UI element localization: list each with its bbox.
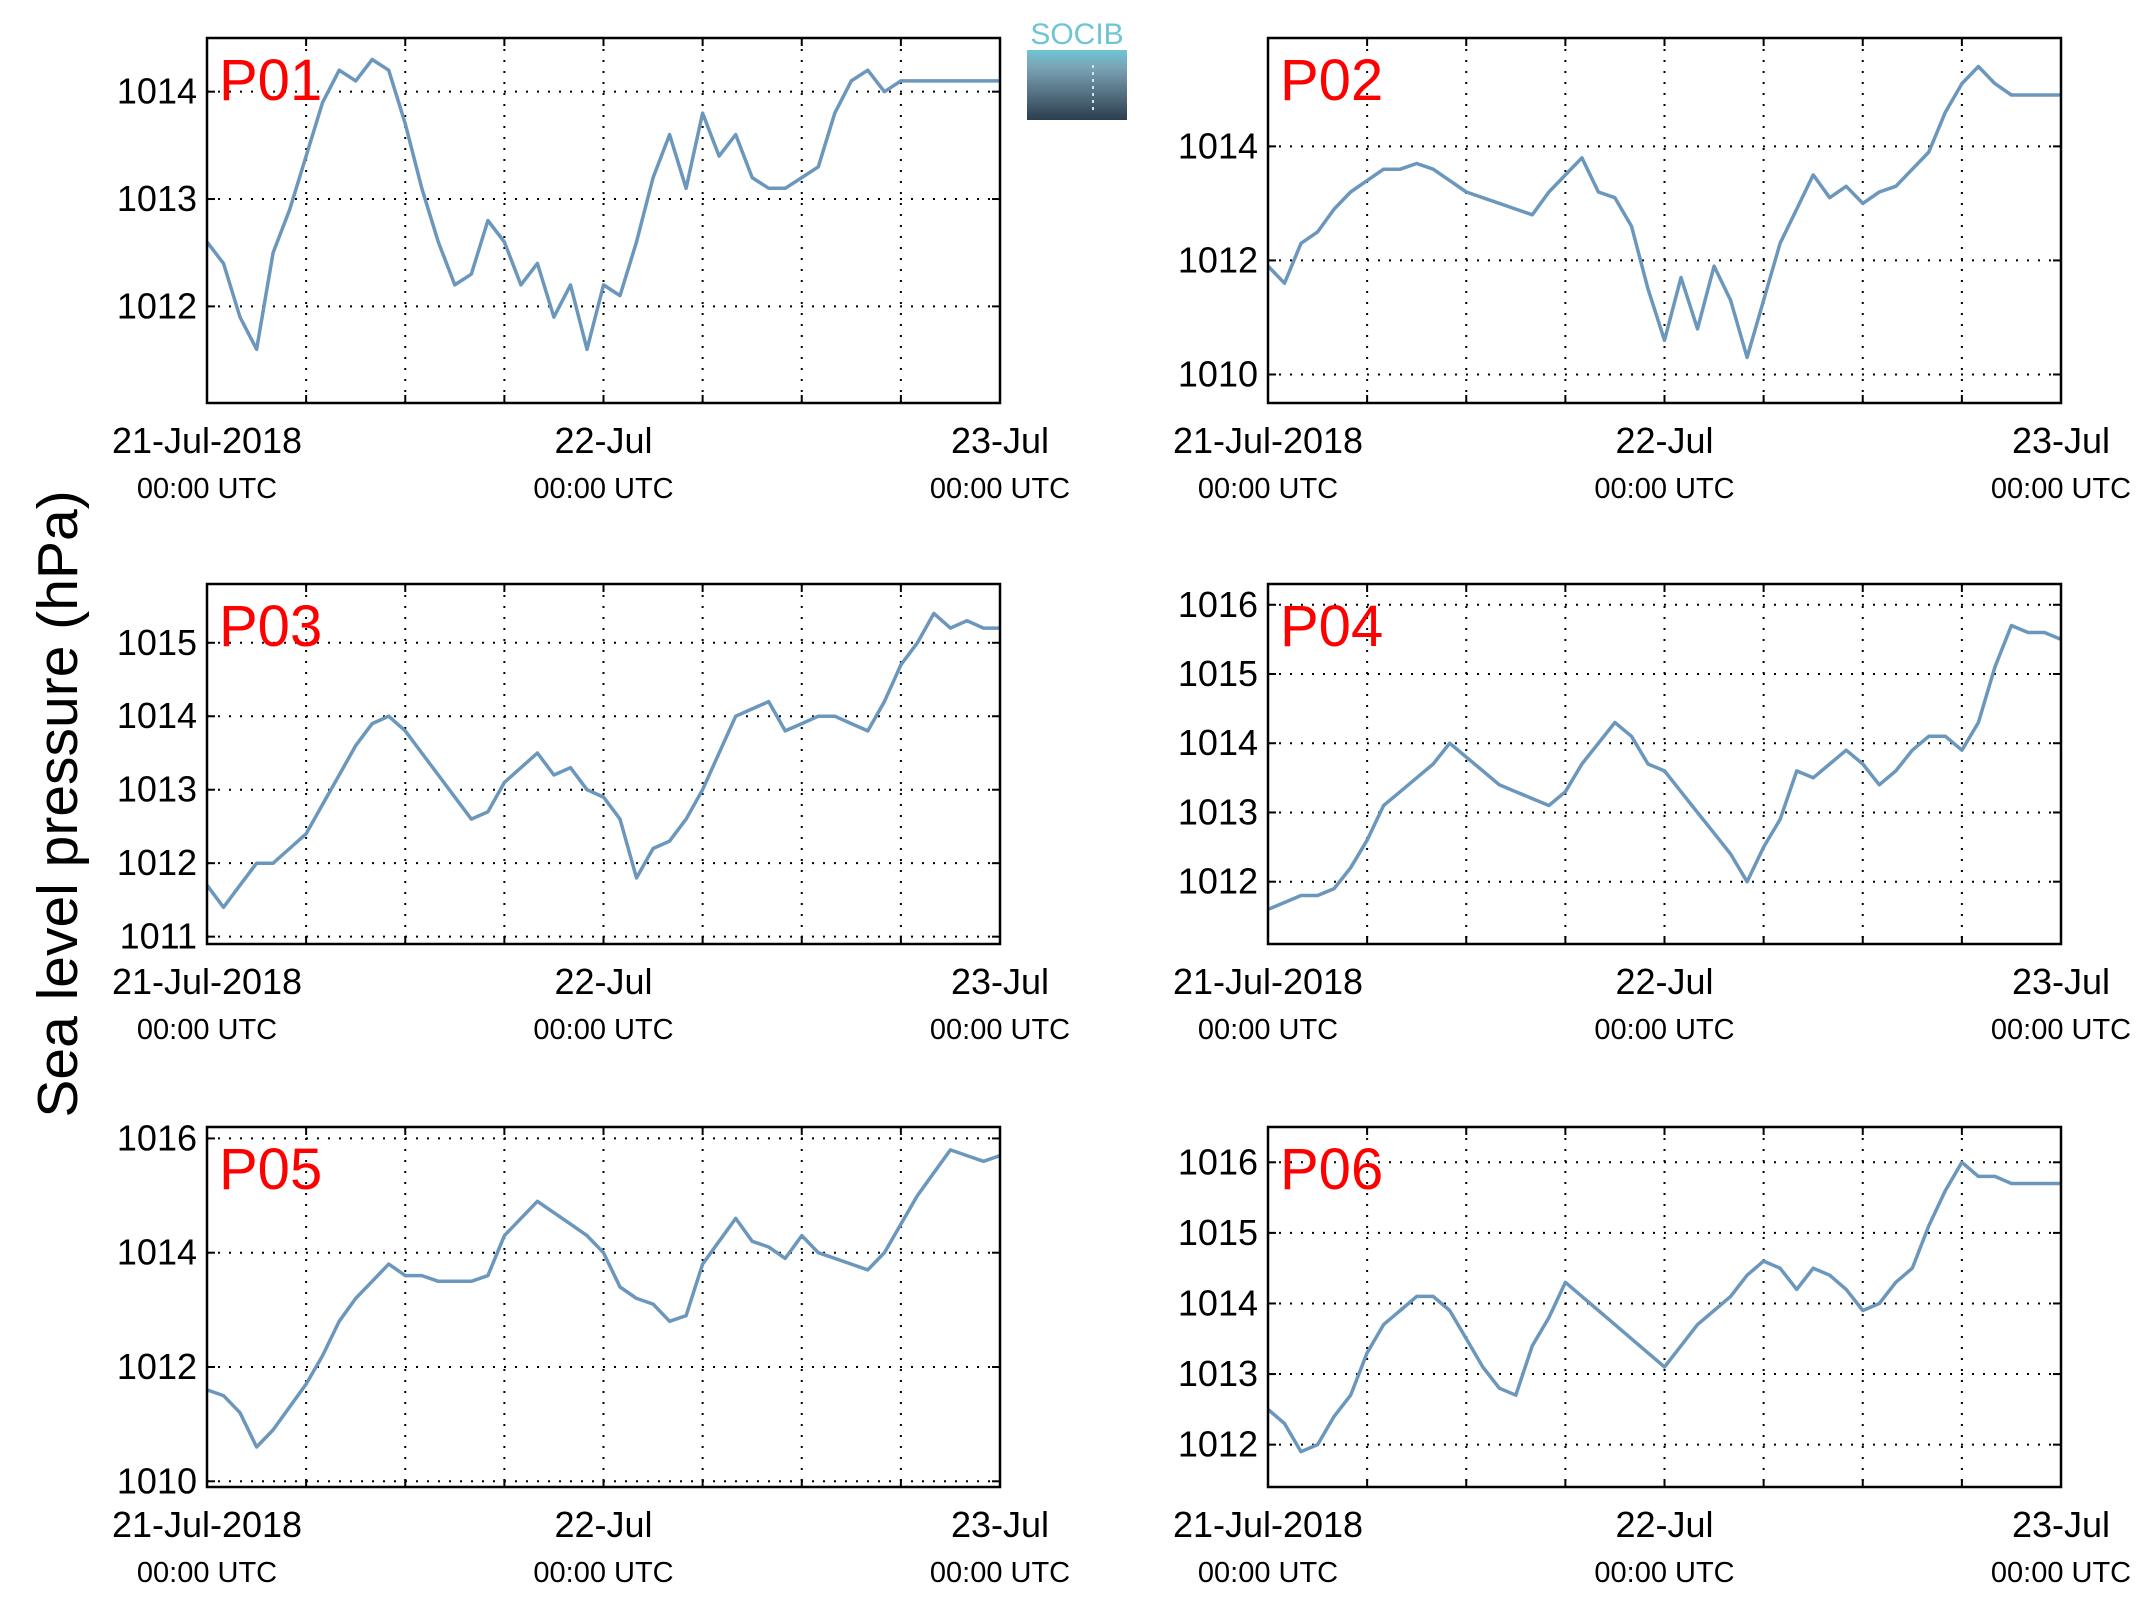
panel-p01: 1012 1013 1014 21-Jul-2018 00:00 UTC 22-Jul 00… [112, 36, 1070, 505]
pressure-series-line [1266, 1160, 2061, 1454]
x-tick-sublabel: 00:00 UTC [1594, 1014, 1734, 1046]
panel-p04: 1012 1013 1014 1015 1016 21-Jul-2018 00:00 UTC… [1173, 582, 2131, 1046]
station-label: P04 [1280, 594, 1383, 659]
pressure-series-line [1267, 623, 2062, 912]
plot-frame [205, 582, 1002, 946]
x-tick-sublabel: 00:00 UTC [137, 1557, 277, 1589]
socib-logo: SOCIB [1027, 18, 1127, 120]
pressure-series-line [1266, 64, 2061, 360]
pressure-series-line [206, 1148, 1001, 1449]
x-tick-sublabel: 00:00 UTC [533, 1014, 673, 1046]
x-tick-label: 21-Jul-2018 [1173, 420, 1363, 461]
pressure-series-line [205, 611, 1000, 910]
x-tick-label: 23-Jul [2012, 420, 2110, 461]
x-tick-label: 23-Jul [951, 961, 1049, 1002]
x-tick-label: 21-Jul-2018 [1173, 961, 1363, 1002]
plot-frame [1266, 36, 2063, 405]
pressure-series-line [205, 57, 1000, 352]
x-tick-sublabel: 00:00 UTC [1991, 1557, 2131, 1589]
y-tick-label: 1014 [1178, 722, 1258, 763]
y-tick-label: 1015 [1178, 653, 1258, 694]
x-tick-sublabel: 00:00 UTC [930, 1014, 1070, 1046]
x-tick-label: 23-Jul [951, 420, 1049, 461]
x-tick-label: 22-Jul [1615, 961, 1713, 1002]
x-tick-label: 21-Jul-2018 [112, 961, 302, 1002]
logo-text: SOCIB [1030, 18, 1123, 51]
x-tick-label: 21-Jul-2018 [1173, 1504, 1363, 1545]
x-tick-sublabel: 00:00 UTC [1198, 1557, 1338, 1589]
y-tick-label: 1015 [117, 622, 197, 663]
x-tick-sublabel: 00:00 UTC [930, 473, 1070, 505]
x-tick-label: 22-Jul [1615, 1504, 1713, 1545]
y-tick-label: 1012 [1178, 861, 1258, 902]
y-tick-label: 1012 [117, 842, 197, 883]
plot-frame [205, 36, 1002, 405]
y-tick-label: 1012 [117, 1346, 197, 1387]
x-tick-label: 22-Jul [1615, 420, 1713, 461]
panel-p06: 1012 1013 1014 1015 1016 21-Jul-2018 00:00 UTC… [1173, 1125, 2131, 1589]
x-tick-sublabel: 00:00 UTC [137, 1014, 277, 1046]
plot-frame [1266, 1125, 2063, 1489]
plot-frame [205, 1125, 1002, 1489]
y-tick-label: 1012 [117, 285, 197, 326]
station-label: P05 [219, 1137, 322, 1202]
panel-p03: 1011 1012 1013 1014 1015 21-Jul-2018 00:00 UTC… [112, 582, 1070, 1046]
x-tick-sublabel: 00:00 UTC [1198, 473, 1338, 505]
station-label: P03 [219, 594, 322, 659]
panel-p05: 1010 1012 1014 1016 21-Jul-2018 00:00 UTC 22-J… [112, 1117, 1070, 1589]
y-tick-label: 1014 [117, 71, 197, 112]
y-tick-label: 1013 [117, 769, 197, 810]
y-tick-label: 1013 [117, 178, 197, 219]
y-tick-label: 1012 [1178, 239, 1258, 280]
x-tick-label: 22-Jul [554, 1504, 652, 1545]
y-tick-label: 1016 [1178, 584, 1258, 625]
y-tick-label: 1010 [1178, 353, 1258, 394]
x-tick-sublabel: 00:00 UTC [1594, 1557, 1734, 1589]
x-tick-label: 23-Jul [2012, 961, 2110, 1002]
x-tick-sublabel: 00:00 UTC [1198, 1014, 1338, 1046]
x-tick-sublabel: 00:00 UTC [930, 1557, 1070, 1589]
x-tick-label: 21-Jul-2018 [112, 420, 302, 461]
y-tick-label: 1013 [1178, 791, 1258, 832]
y-tick-label: 1014 [1178, 125, 1258, 166]
y-axis-label: Sea level pressure (hPa) [26, 490, 90, 1118]
x-tick-label: 23-Jul [951, 1504, 1049, 1545]
x-tick-label: 22-Jul [554, 961, 652, 1002]
x-tick-sublabel: 00:00 UTC [1991, 1014, 2131, 1046]
x-tick-sublabel: 00:00 UTC [533, 1557, 673, 1589]
panel-p02: 1010 1012 1014 21-Jul-2018 00:00 UTC 22-Jul 00… [1173, 36, 2131, 505]
station-label: P06 [1280, 1137, 1383, 1202]
station-label: P02 [1280, 48, 1383, 113]
station-label: P01 [219, 48, 322, 113]
y-tick-label: 1015 [1178, 1212, 1258, 1253]
x-tick-sublabel: 00:00 UTC [137, 473, 277, 505]
y-tick-label: 1010 [117, 1460, 197, 1501]
x-tick-label: 21-Jul-2018 [112, 1504, 302, 1545]
y-tick-label: 1016 [1178, 1141, 1258, 1182]
plot-frame [1266, 582, 2063, 946]
y-tick-label: 1014 [1178, 1282, 1258, 1323]
x-tick-sublabel: 00:00 UTC [533, 473, 673, 505]
y-tick-label: 1016 [117, 1117, 197, 1158]
y-tick-label: 1014 [117, 695, 197, 736]
x-tick-sublabel: 00:00 UTC [1991, 473, 2131, 505]
y-tick-label: 1013 [1178, 1353, 1258, 1394]
x-tick-sublabel: 00:00 UTC [1594, 473, 1734, 505]
x-tick-label: 22-Jul [554, 420, 652, 461]
y-tick-label: 1014 [117, 1232, 197, 1273]
y-tick-label: 1011 [120, 916, 197, 957]
y-tick-label: 1012 [1178, 1424, 1258, 1465]
x-tick-label: 23-Jul [2012, 1504, 2110, 1545]
